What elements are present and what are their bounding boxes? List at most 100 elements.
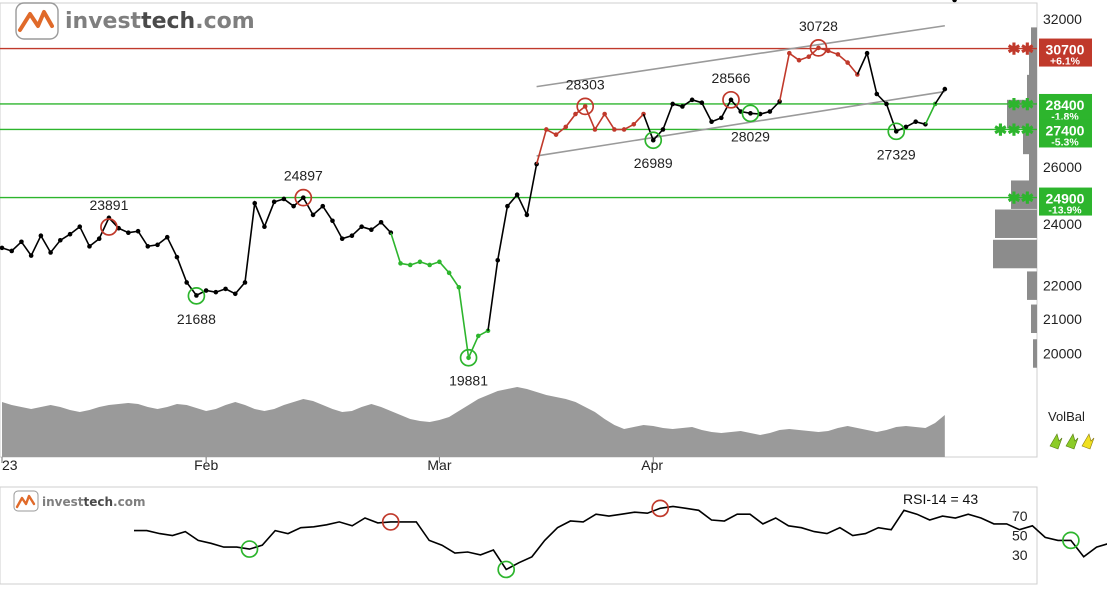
price-point: [631, 121, 637, 127]
x-tick-label: 23: [2, 457, 18, 473]
price-line-segment: [934, 88, 946, 105]
rsi-extreme-marker: [497, 560, 516, 579]
price-point: [242, 280, 248, 285]
volbal-arrow-up-icon: [1081, 433, 1095, 450]
level-value-label: 30700: [1046, 42, 1085, 58]
rsi-line: [134, 505, 1107, 571]
y-tick-label: 24000: [1043, 216, 1082, 232]
volbal-label: VolBal: [1048, 409, 1085, 424]
level-value-label: 27400: [1046, 122, 1085, 138]
volume-profile-bar: [1031, 304, 1037, 334]
extreme-label: 23891: [89, 197, 128, 213]
price-line-segment: [924, 103, 936, 125]
rsi-y-tick-label: 30: [1012, 547, 1028, 563]
trend-line: [536, 90, 945, 157]
price-point: [194, 293, 199, 298]
price-line-segment: [535, 105, 645, 165]
price-point: [728, 97, 734, 103]
volume-profile-bar: [1023, 125, 1037, 155]
price-point: [184, 280, 189, 285]
extreme-marker: [809, 39, 828, 57]
price-point: [301, 195, 306, 200]
rsi-chart-frame: [0, 486, 1038, 585]
price-line-segment: [487, 163, 538, 331]
logo-name-part1: invest: [65, 9, 142, 34]
y-tick-label: 22000: [1043, 278, 1082, 294]
price-point: [164, 234, 170, 240]
trend-line: [536, 24, 945, 88]
price-point: [174, 254, 180, 260]
rsi-title: RSI-14 = 43: [903, 491, 978, 507]
price-point: [709, 119, 714, 125]
price-point: [864, 50, 870, 56]
extreme-marker: [741, 104, 760, 123]
price-point: [660, 127, 666, 132]
price-point: [145, 244, 151, 249]
volume-area-layer: [2, 387, 945, 457]
extreme-label: 24897: [284, 168, 323, 184]
volbal-indicator: VolBal: [1048, 409, 1095, 450]
price-point: [232, 291, 238, 297]
volume-profile-bar: [1027, 74, 1037, 104]
rsi-extreme-marker: [1062, 531, 1080, 550]
level-percent-label: +6.1%: [1050, 56, 1081, 68]
volume-profile-layer: [993, 27, 1037, 368]
price-point: [126, 230, 131, 236]
price-point: [58, 237, 63, 243]
price-point: [718, 115, 724, 121]
extreme-label: 30728: [799, 18, 838, 34]
price-point: [621, 127, 627, 132]
price-point: [359, 224, 364, 230]
rsi-y-tick-label: 70: [1012, 508, 1028, 524]
y-tick-label: 21000: [1043, 311, 1082, 327]
price-point: [213, 289, 219, 295]
svg-text:investtech.com: investtech.com: [65, 9, 255, 34]
price-point: [28, 253, 34, 258]
y-tick-label: 26000: [1043, 159, 1082, 175]
price-point: [874, 91, 880, 97]
y-tick-label: 32000: [1043, 11, 1082, 27]
volbal-arrow-up-icon: [1065, 433, 1079, 450]
price-point: [155, 242, 160, 248]
extremes-layer: 23891 21688 24897 19881 28303 26989 28566 28029…: [89, 18, 915, 389]
price-point: [291, 203, 296, 209]
extreme-label: 28303: [566, 76, 605, 92]
price-point: [806, 54, 812, 60]
volume-area: [2, 387, 945, 457]
price-point: [913, 119, 918, 125]
price-point: [310, 212, 316, 218]
x-axis: 23 Feb Mar Apr: [1, 457, 663, 473]
extreme-label: 28566: [712, 70, 751, 86]
price-point: [475, 333, 481, 339]
level-stars: ✱✱: [1007, 191, 1034, 208]
price-point: [563, 124, 569, 130]
price-point: [135, 228, 141, 234]
svg-text:investtech.com: investtech.com: [42, 495, 145, 509]
price-point: [0, 245, 5, 251]
price-point: [427, 262, 432, 268]
volume-profile-bar: [995, 209, 1037, 238]
price-point: [893, 129, 899, 134]
price-point: [748, 111, 753, 116]
price-point: [330, 218, 335, 224]
price-point: [942, 86, 948, 92]
rsi-y-axis: 30 50 70: [1012, 508, 1028, 563]
price-point: [339, 236, 345, 242]
price-point: [417, 259, 423, 265]
extreme-marker: [294, 188, 313, 207]
logo-small-name-part3: .com: [113, 495, 145, 509]
price-point: [437, 259, 442, 265]
price-point: [787, 50, 792, 56]
price-point: [582, 104, 588, 109]
price-point: [767, 109, 773, 114]
extreme-marker: [100, 218, 118, 236]
price-point: [446, 270, 452, 276]
price-line-segment: [1, 196, 392, 297]
level-stars: ✱✱✱: [994, 122, 1034, 139]
price-point: [38, 233, 44, 239]
price-point: [816, 45, 821, 51]
investtech-logo-small: investtech.com: [13, 490, 145, 512]
price-point: [407, 262, 413, 268]
logo-name-part3: .com: [195, 9, 254, 34]
